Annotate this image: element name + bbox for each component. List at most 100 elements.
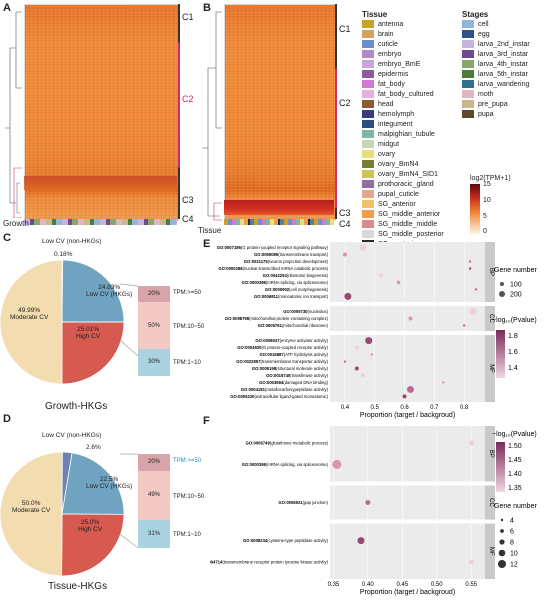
go-term-label: GO:0000398(mRNA splicing, via spliceosom… xyxy=(242,462,329,467)
pie-c-nonhkg-value: 0.18% xyxy=(54,251,73,258)
go-term-label: GO:0042254(ribosome biogenesis) xyxy=(263,273,329,278)
tissue-label: SG_middle_posterior xyxy=(378,230,444,238)
scale-tick: 10 xyxy=(483,197,491,204)
tissue-label: embryo_BmE xyxy=(378,60,421,68)
go-term-dot xyxy=(332,459,342,469)
stage-legend-item: egg xyxy=(462,29,530,39)
stage-legend-item: larva_wandering xyxy=(462,79,530,89)
facet-strip xyxy=(485,305,495,332)
stage-label: larva_2nd_instar xyxy=(478,40,530,48)
go-term-dot xyxy=(469,308,477,316)
facet-strip-label: CC xyxy=(488,498,494,507)
panel-c-label: C xyxy=(3,232,11,244)
tissue-legend-item: embryo xyxy=(362,49,444,59)
go-term-dot xyxy=(462,324,466,327)
stage-label: larva_3rd_instar xyxy=(478,50,529,58)
pie-c-lowcv-value: 24.83% xyxy=(98,284,121,291)
go-term-label: GO:0008047(enzyme activator activity) xyxy=(255,338,328,343)
go-term-label: GO:0005730(nucleolus) xyxy=(283,309,328,314)
tissue-swatch xyxy=(362,50,374,58)
heatmap-a-xlabel: Growth xyxy=(3,219,29,228)
stage-legend-item: pre_pupa xyxy=(462,99,530,109)
x-tick-label: 0.8 xyxy=(460,405,469,411)
stage-swatch xyxy=(462,100,474,108)
pie-slice xyxy=(0,259,63,385)
x-tick-label: 0.35 xyxy=(328,582,340,588)
facet-strip-label: BP xyxy=(488,450,494,458)
tissue-legend-item: hemolymph xyxy=(362,109,444,119)
scale-tick: 0 xyxy=(483,228,487,235)
pie-d-moderate-label: Moderate CV xyxy=(12,507,51,514)
go-term-dot xyxy=(402,394,407,399)
color-legend-label: 1.6 xyxy=(508,349,518,356)
tissue-legend-item: SG_anterior xyxy=(362,199,444,209)
go-term-label: GO:0005230(extracellular ligand-gated mo… xyxy=(230,394,328,399)
stage-label: egg xyxy=(478,30,490,38)
stage-swatch xyxy=(462,110,474,118)
cluster-label-a-c2: C2 xyxy=(182,94,194,104)
x-tick-label: 0.4 xyxy=(341,405,350,411)
facet-panel xyxy=(330,426,485,482)
stage-legend-item: larva_5th_instar xyxy=(462,69,530,79)
panel-d-title: Tissue-HKGs xyxy=(48,581,108,592)
tissue-swatch xyxy=(362,90,374,98)
facet-strip xyxy=(485,485,495,520)
color-legend-label: 1.50 xyxy=(508,443,522,450)
pie-d-highcv-label: High CV xyxy=(78,526,103,533)
facet-strip xyxy=(485,426,495,482)
heatmap-b-cluster-bracket xyxy=(335,4,337,219)
tissue-label: cuticle xyxy=(378,40,398,48)
facet-panel xyxy=(330,485,485,520)
size-legend-label: 10 xyxy=(510,551,518,558)
tissue-label: SG_middle_middle xyxy=(378,220,438,228)
go-term-dot xyxy=(359,244,367,252)
stage-swatch xyxy=(462,30,474,38)
dotplot-e: BP GO:0007186(G protein-coupled receptor … xyxy=(210,240,550,422)
color-legend-title: −log₁₀(Pvalue) xyxy=(492,317,537,324)
pie-c-connector xyxy=(120,283,139,357)
tissue-swatch xyxy=(362,230,374,238)
pie-c-nonhkg-label: Low CV (non-HKGs) xyxy=(42,238,102,245)
heatmap-a-annotation-bar xyxy=(24,219,177,225)
stage-swatch xyxy=(462,70,474,78)
color-legend-bar xyxy=(496,330,505,378)
panel-e-label: E xyxy=(203,238,211,250)
facet-panel xyxy=(330,523,485,579)
panel-f-label: F xyxy=(203,415,210,427)
tissue-legend-item: SG_middle_middle xyxy=(362,219,444,229)
go-term-label: GO:0004714(transmembrane receptor protei… xyxy=(210,559,329,564)
pie-d-moderate-text: 50.0% Moderate CV xyxy=(12,500,50,514)
pie-slice xyxy=(61,452,125,515)
x-tick-label: 0.7 xyxy=(430,405,439,411)
pie-d-highcv-value: 25.0% xyxy=(80,519,100,526)
go-term-dot xyxy=(343,360,347,363)
go-term-dot xyxy=(406,385,414,393)
tissue-legend-item: epidermis xyxy=(362,69,444,79)
scale-tick: 15 xyxy=(483,181,491,188)
heatmap-b-annotation-bar xyxy=(224,219,334,225)
stack-bar-c: 20% 50% 30% xyxy=(138,286,170,376)
pie-d-lowcv-text: 22.5% Low CV (HKGs) xyxy=(86,476,132,490)
go-term-label: GO:0004930(G protein-coupled receptor ac… xyxy=(237,345,328,350)
pie-c-highcv-value: 25.01% xyxy=(77,326,100,333)
tissue-label: ovary xyxy=(378,150,396,158)
go-term-label: GO:0004181(metallocarboxypeptidase activ… xyxy=(241,387,329,392)
scale-colorbar xyxy=(470,184,480,234)
tissue-label: midgut xyxy=(378,140,400,148)
tissue-legend-item: SG_middle_posterior xyxy=(362,229,444,239)
heatmap-b xyxy=(224,4,336,221)
pie-slice xyxy=(61,259,125,323)
cluster-label-a-c3: C3 xyxy=(182,195,194,205)
tissue-label: ovary_BmN4_SID1 xyxy=(378,170,438,178)
stack-c-tpm-high: TPM:>=50 xyxy=(173,290,202,296)
facet-strip-label: MF xyxy=(488,547,494,556)
tissue-swatch xyxy=(362,30,374,38)
size-legend-title: Gene number xyxy=(494,267,537,274)
size-legend-dot xyxy=(499,539,505,545)
go-term-dot xyxy=(378,273,383,278)
tissue-legend-item: fat_body xyxy=(362,79,444,89)
stage-swatch xyxy=(462,60,474,68)
go-term-dot xyxy=(468,267,472,270)
tissue-legend-item: brain xyxy=(362,29,444,39)
dendrogram-a xyxy=(5,11,22,218)
